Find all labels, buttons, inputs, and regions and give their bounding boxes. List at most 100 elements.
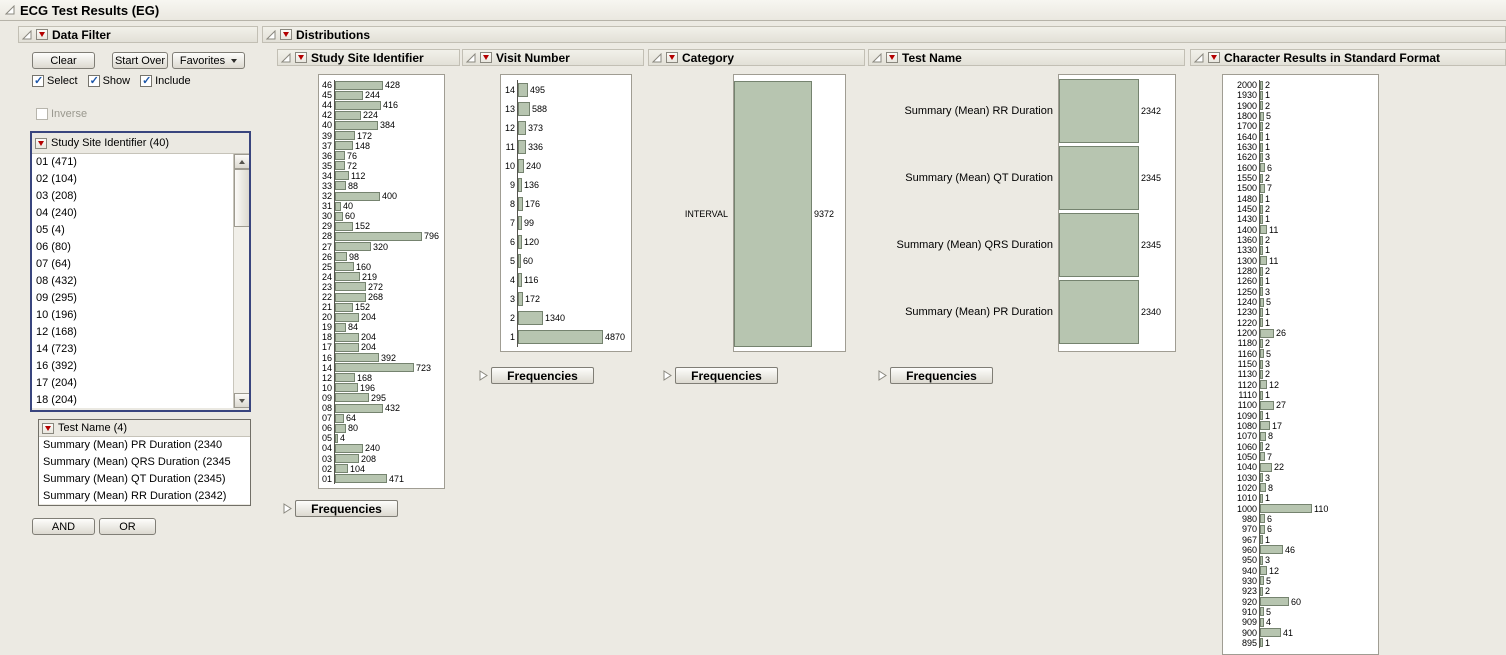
frequencies-button[interactable]: Frequencies bbox=[675, 367, 778, 384]
hist-bar[interactable] bbox=[518, 139, 526, 154]
hist-bar[interactable] bbox=[335, 443, 363, 453]
hist-bar[interactable] bbox=[1059, 279, 1139, 344]
hist-bar[interactable] bbox=[1260, 514, 1265, 524]
collapse-triangle-icon[interactable] bbox=[281, 52, 291, 63]
hist-bar[interactable] bbox=[1260, 431, 1266, 441]
hist-bar[interactable] bbox=[518, 196, 523, 211]
red-triangle-menu-icon[interactable] bbox=[480, 52, 492, 63]
hist-bar[interactable] bbox=[1260, 586, 1263, 596]
collapse-triangle-icon[interactable] bbox=[5, 5, 15, 15]
hist-bar[interactable] bbox=[335, 151, 345, 161]
scrollbar[interactable] bbox=[233, 154, 249, 408]
hist-bar[interactable] bbox=[1260, 411, 1263, 421]
hist-bar[interactable] bbox=[518, 292, 523, 307]
hist-bar[interactable] bbox=[1260, 183, 1265, 193]
hist-bar[interactable] bbox=[1260, 555, 1263, 565]
hist-bar[interactable] bbox=[1260, 524, 1265, 534]
red-triangle-menu-icon[interactable] bbox=[42, 422, 54, 434]
hist-bar[interactable] bbox=[1260, 90, 1263, 100]
red-triangle-menu-icon[interactable] bbox=[295, 52, 307, 63]
hist-bar[interactable] bbox=[335, 393, 369, 403]
hist-bar[interactable] bbox=[335, 292, 366, 302]
hist-bar[interactable] bbox=[335, 383, 358, 393]
hist-bar[interactable] bbox=[335, 252, 347, 262]
hist-bar[interactable] bbox=[335, 211, 343, 221]
hist-bar[interactable] bbox=[1260, 204, 1263, 214]
hist-bar[interactable] bbox=[518, 158, 524, 173]
collapse-triangle-icon[interactable] bbox=[652, 52, 662, 63]
hist-bar[interactable] bbox=[1260, 400, 1274, 410]
list-item[interactable]: 06 (80) bbox=[36, 241, 71, 253]
list-item[interactable]: 04 (240) bbox=[36, 207, 77, 219]
clear-button[interactable]: Clear bbox=[32, 52, 95, 69]
hist-bar[interactable] bbox=[335, 131, 355, 141]
hist-bar[interactable] bbox=[335, 221, 353, 231]
hist-bar[interactable] bbox=[1260, 390, 1263, 400]
frequencies-button[interactable]: Frequencies bbox=[491, 367, 594, 384]
list-item[interactable]: 14 (723) bbox=[36, 343, 77, 355]
hist-bar[interactable] bbox=[1260, 545, 1283, 555]
list-item[interactable]: 16 (392) bbox=[36, 360, 77, 372]
hist-bar[interactable] bbox=[335, 242, 371, 252]
hist-bar[interactable] bbox=[1260, 121, 1263, 131]
collapse-triangle-icon[interactable] bbox=[872, 52, 882, 63]
hist-bar[interactable] bbox=[335, 161, 345, 171]
hist-bar[interactable] bbox=[335, 171, 349, 181]
hist-bar[interactable] bbox=[335, 353, 379, 363]
collapse-triangle-icon[interactable] bbox=[1194, 52, 1204, 63]
hist-bar[interactable] bbox=[335, 312, 359, 322]
hist-bar[interactable] bbox=[1260, 318, 1263, 328]
hist-bar[interactable] bbox=[1059, 212, 1139, 277]
hist-bar[interactable] bbox=[1260, 421, 1270, 431]
hist-bar[interactable] bbox=[335, 100, 381, 110]
hist-bar[interactable] bbox=[335, 363, 414, 373]
hist-bar[interactable] bbox=[518, 311, 543, 326]
list-item[interactable]: 07 (64) bbox=[36, 258, 71, 270]
hist-bar[interactable] bbox=[1260, 617, 1264, 627]
hist-bar[interactable] bbox=[1260, 173, 1263, 183]
hist-bar[interactable] bbox=[518, 330, 603, 345]
hist-bar[interactable] bbox=[335, 302, 353, 312]
hist-bar[interactable] bbox=[1260, 493, 1263, 503]
hist-bar[interactable] bbox=[518, 215, 522, 230]
include-checkbox[interactable] bbox=[140, 74, 153, 87]
red-triangle-menu-icon[interactable] bbox=[280, 29, 292, 40]
favorites-dropdown[interactable]: Favorites bbox=[172, 52, 245, 69]
red-triangle-menu-icon[interactable] bbox=[1208, 52, 1220, 63]
list-item[interactable]: 12 (168) bbox=[36, 326, 77, 338]
hist-bar[interactable] bbox=[1260, 111, 1264, 121]
hist-bar[interactable] bbox=[1260, 473, 1263, 483]
hist-bar[interactable] bbox=[1260, 483, 1266, 493]
hist-bar[interactable] bbox=[335, 272, 360, 282]
hist-bar[interactable] bbox=[335, 413, 344, 423]
hist-bar[interactable] bbox=[335, 110, 361, 120]
hist-bar[interactable] bbox=[1260, 576, 1264, 586]
start-over-button[interactable]: Start Over bbox=[112, 52, 168, 69]
hist-bar[interactable] bbox=[1260, 349, 1264, 359]
hist-bar[interactable] bbox=[1260, 442, 1263, 452]
hist-bar[interactable] bbox=[335, 80, 383, 90]
hist-bar[interactable] bbox=[734, 81, 812, 347]
hist-bar[interactable] bbox=[1260, 628, 1281, 638]
hist-bar[interactable] bbox=[1260, 566, 1267, 576]
hist-bar[interactable] bbox=[1260, 276, 1263, 286]
list-item[interactable]: Summary (Mean) QT Duration (2345) bbox=[43, 473, 226, 485]
hist-bar[interactable] bbox=[335, 231, 422, 241]
hist-bar[interactable] bbox=[335, 282, 366, 292]
hist-bar[interactable] bbox=[335, 201, 341, 211]
hist-bar[interactable] bbox=[1260, 452, 1265, 462]
hist-bar[interactable] bbox=[1260, 535, 1263, 545]
list-item[interactable]: 01 (471) bbox=[36, 156, 77, 168]
select-checkbox[interactable] bbox=[32, 74, 44, 87]
or-button[interactable]: OR bbox=[99, 518, 156, 535]
hist-bar[interactable] bbox=[1260, 359, 1263, 369]
collapse-triangle-icon[interactable] bbox=[266, 29, 276, 40]
hist-bar[interactable] bbox=[518, 120, 526, 135]
list-item[interactable]: 09 (295) bbox=[36, 292, 77, 304]
list-item[interactable]: 03 (208) bbox=[36, 190, 77, 202]
list-item[interactable]: 05 (4) bbox=[36, 224, 65, 236]
hist-bar[interactable] bbox=[1260, 101, 1263, 111]
disclosure-triangle-icon[interactable] bbox=[283, 503, 292, 514]
hist-bar[interactable] bbox=[1260, 152, 1263, 162]
hist-bar[interactable] bbox=[335, 433, 338, 443]
